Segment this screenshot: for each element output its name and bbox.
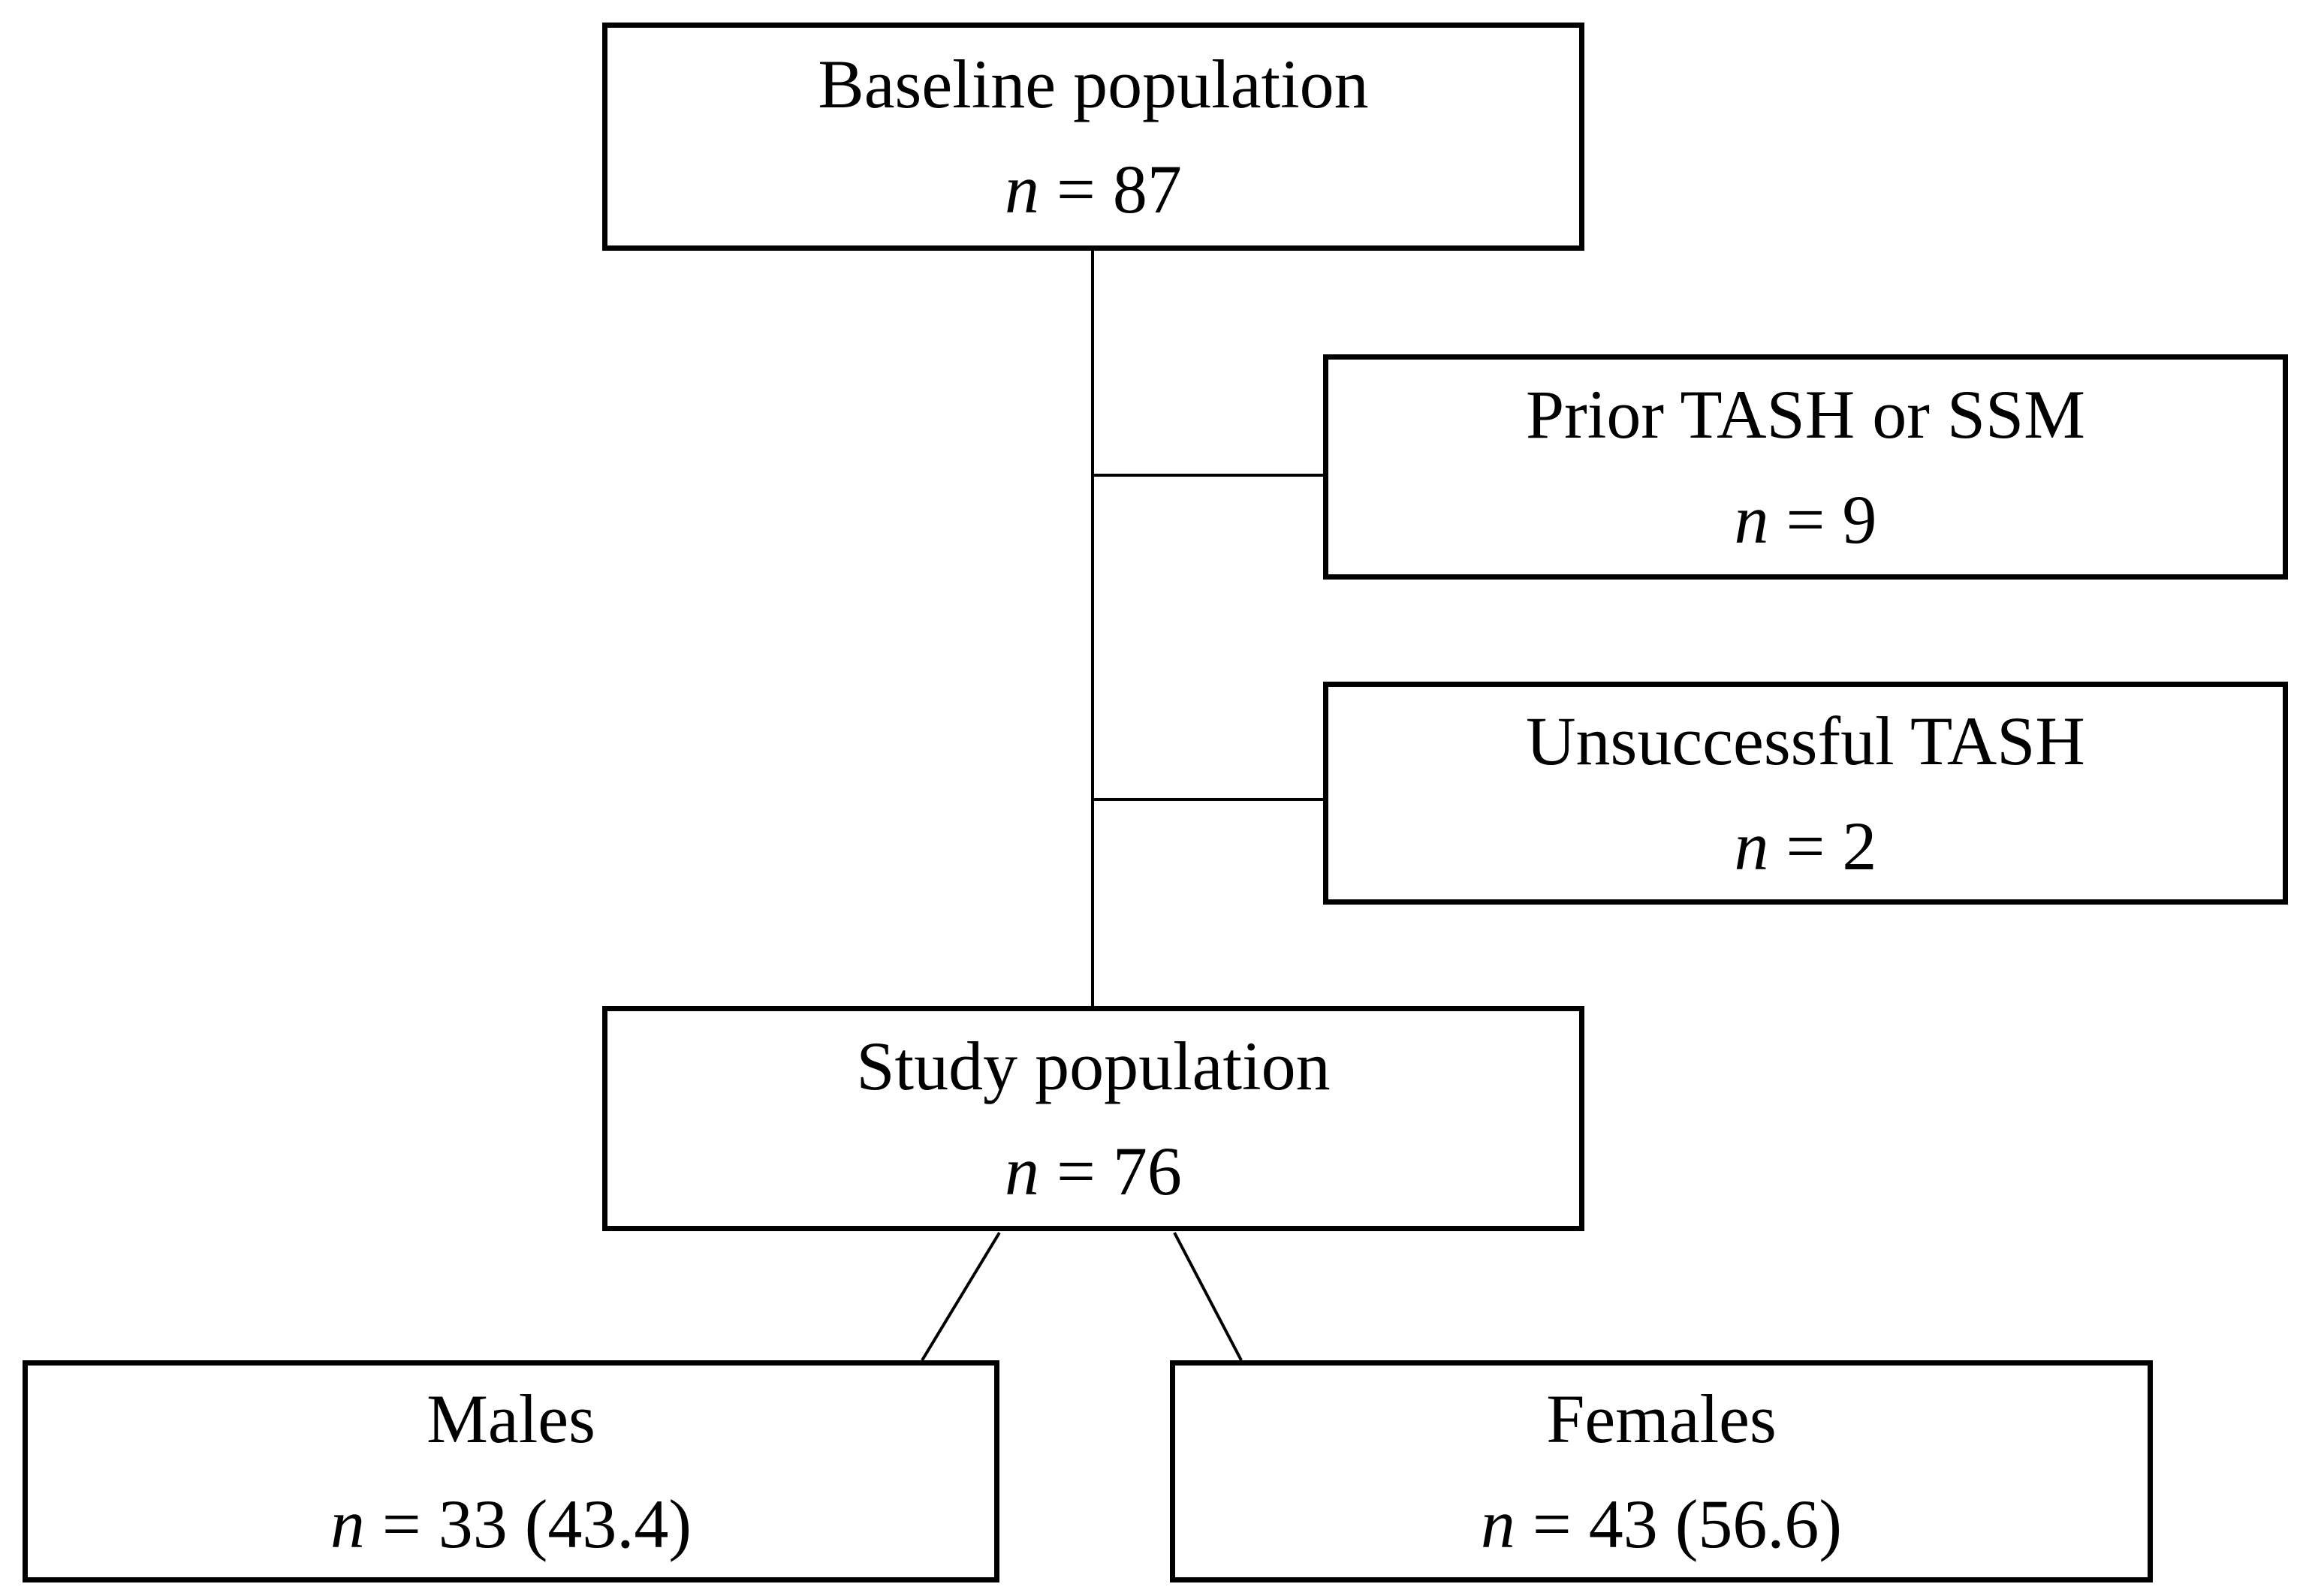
females-box: Females n = 43 (56.6) (1170, 1360, 2153, 1582)
n-value: = 33 (43.4) (364, 1486, 692, 1562)
n-symbol: n (330, 1486, 365, 1562)
box-count: n = 33 (43.4) (330, 1471, 692, 1576)
baseline-population-box: Baseline population n = 87 (602, 23, 1584, 251)
unsuccessful-tash-box: Unsuccessful TASH n = 2 (1323, 682, 2288, 905)
males-box: Males n = 33 (43.4) (23, 1360, 999, 1582)
n-symbol: n (1734, 481, 1769, 558)
n-symbol: n (1734, 807, 1769, 884)
box-title: Females (1546, 1381, 1777, 1457)
box-title: Baseline population (818, 46, 1369, 122)
study-population-box: Study population n = 76 (602, 1006, 1584, 1231)
box-count: n = 9 (1735, 467, 1877, 572)
box-count: n = 43 (56.6) (1481, 1471, 1842, 1576)
box-title: Prior TASH or SSM (1526, 376, 2085, 453)
n-value: = 43 (56.6) (1515, 1486, 1843, 1562)
n-symbol: n (1005, 151, 1040, 227)
n-symbol: n (1005, 1133, 1040, 1209)
n-value: = 76 (1039, 1133, 1182, 1209)
n-value: = 2 (1768, 807, 1877, 884)
box-count: n = 76 (1005, 1119, 1182, 1224)
males-diagonal-line (921, 1231, 1001, 1362)
n-value: = 87 (1039, 151, 1182, 227)
females-diagonal-line (1173, 1232, 1243, 1361)
prior-tash-or-ssm-box: Prior TASH or SSM n = 9 (1323, 354, 2288, 580)
box-title: Unsuccessful TASH (1526, 702, 2085, 779)
box-title: Study population (856, 1028, 1331, 1104)
box-count: n = 87 (1005, 137, 1182, 242)
box-title: Males (427, 1381, 595, 1457)
n-symbol: n (1480, 1486, 1515, 1562)
n-value: = 9 (1768, 481, 1877, 558)
box-count: n = 2 (1735, 793, 1877, 899)
